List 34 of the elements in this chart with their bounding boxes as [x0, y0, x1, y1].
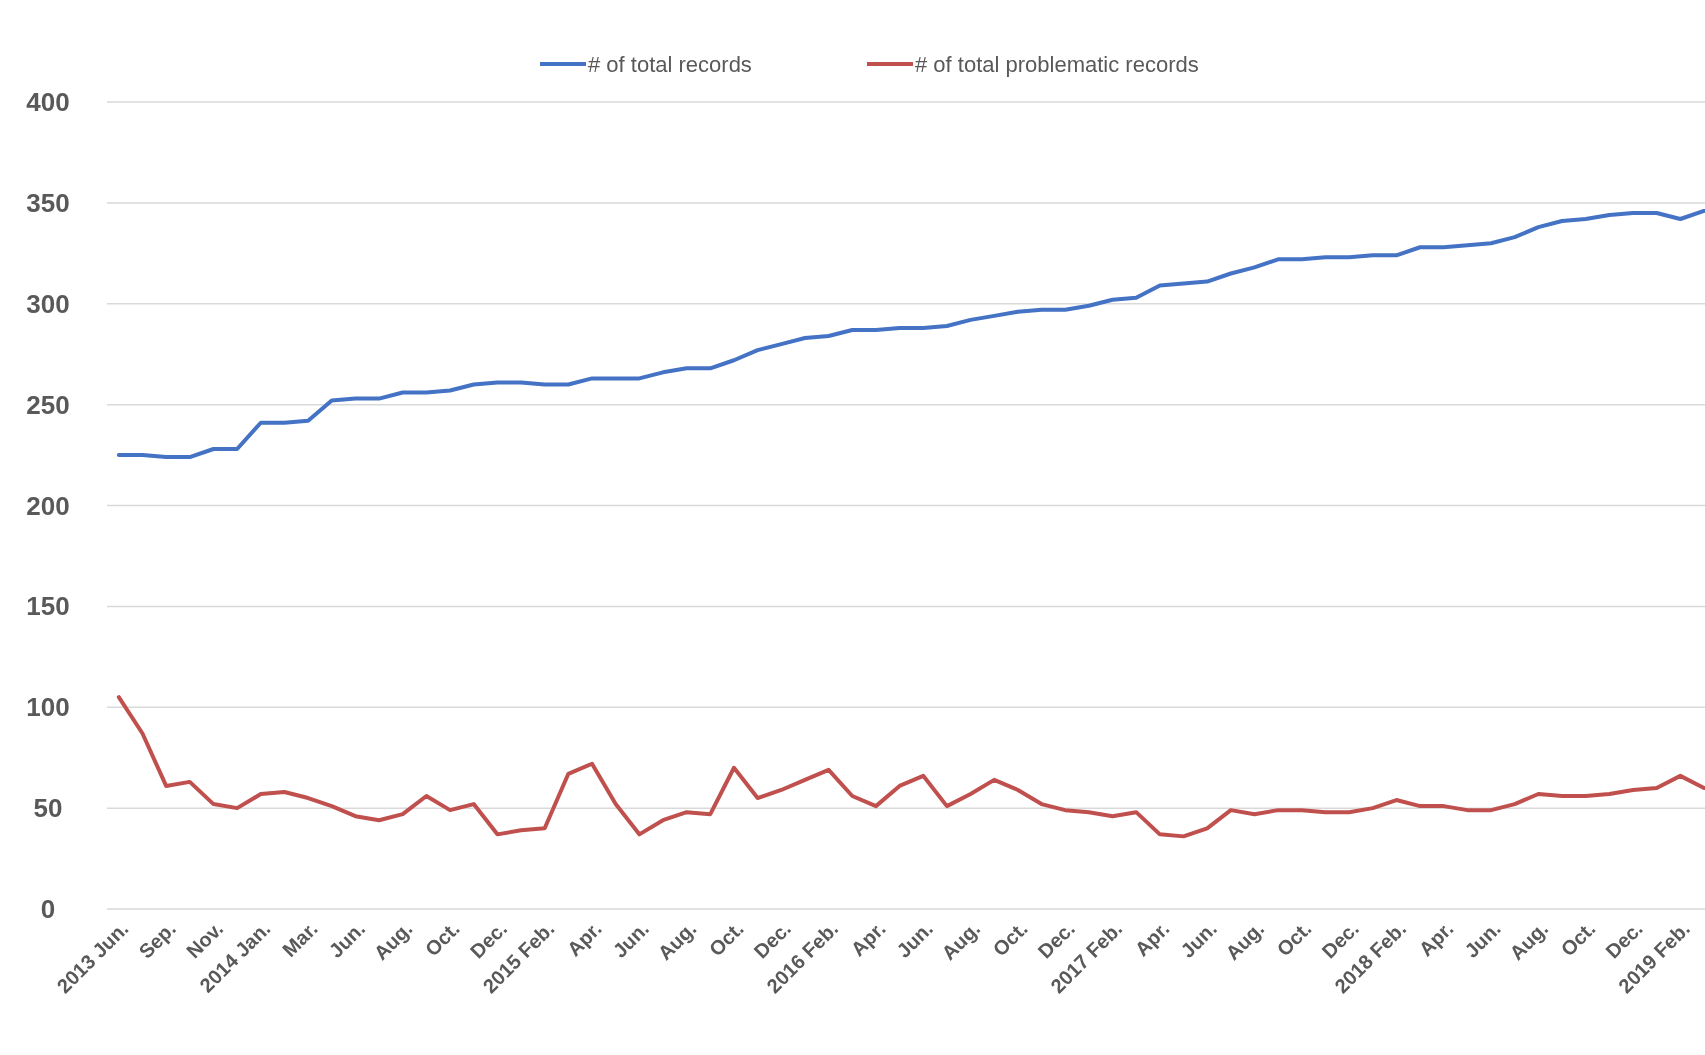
x-tick-label: Oct.	[988, 917, 1032, 961]
x-tick-label: Apr.	[1414, 917, 1458, 961]
x-tick-label: Aug.	[1505, 917, 1553, 965]
x-tick-label: Sep.	[134, 917, 180, 963]
x-tick-label: Mar.	[278, 917, 322, 962]
x-tick-label: Apr.	[846, 917, 890, 961]
x-tick-label: Jun.	[892, 917, 938, 962]
x-tick-label: Aug.	[937, 917, 985, 965]
x-tick-label: Jun.	[324, 917, 370, 962]
legend-label: # of total problematic records	[915, 51, 1199, 77]
x-tick-label: Jun.	[608, 917, 654, 962]
y-tick-label: 400	[26, 87, 70, 118]
x-tick-label: Jun.	[1176, 917, 1221, 962]
y-tick-label: 200	[26, 490, 70, 521]
legend-label: # of total records	[588, 51, 752, 77]
y-tick-label: 250	[26, 389, 70, 420]
x-tick-label: Oct.	[704, 917, 748, 961]
x-tick-label: Apr.	[1130, 917, 1174, 961]
line-series	[116, 695, 1705, 839]
x-tick-label: Apr.	[562, 917, 606, 961]
x-tick-label: Aug.	[369, 917, 417, 965]
x-tick-label: Oct.	[1556, 917, 1600, 961]
x-tick-label: Oct.	[1272, 917, 1316, 961]
y-tick-label: 350	[26, 187, 70, 218]
y-tick-label: 0	[40, 894, 56, 925]
x-tick-label: Aug.	[653, 917, 701, 965]
y-tick-label: 150	[26, 591, 70, 622]
x-tick-label: Aug.	[1221, 917, 1269, 965]
y-tick-label: 50	[33, 793, 63, 824]
line-series	[116, 208, 1705, 460]
x-tick-label: Oct.	[420, 917, 464, 961]
y-tick-label: 300	[26, 288, 70, 319]
y-tick-label: 100	[26, 692, 70, 723]
x-tick-label: Jun.	[1460, 917, 1505, 962]
